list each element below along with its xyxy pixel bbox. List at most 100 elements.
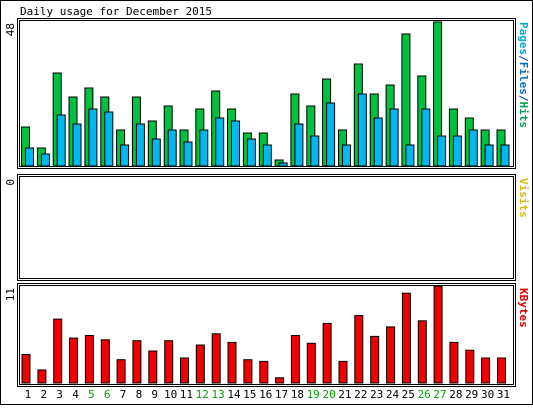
- bar-kbytes-day-31: [497, 357, 506, 384]
- day-label-20: 20: [322, 388, 335, 401]
- bar-kbytes-day-2: [37, 369, 47, 384]
- side-label-segment: Visits: [517, 178, 530, 218]
- bar-kbytes-day-11: [180, 357, 189, 384]
- bar-kbytes-day-23: [370, 335, 380, 384]
- chart-title: Daily usage for December 2015: [20, 5, 212, 18]
- bar-files-day-17: [278, 162, 288, 167]
- bar-files-day-7: [120, 144, 130, 167]
- bar-kbytes-day-6: [100, 339, 110, 384]
- bar-files-day-14: [231, 120, 240, 167]
- bar-files-day-27: [437, 135, 447, 167]
- day-label-26: 26: [418, 388, 431, 401]
- bar-kbytes-day-8: [132, 340, 142, 384]
- panel-visits-frame: [17, 174, 516, 281]
- day-label-1: 1: [25, 388, 32, 401]
- bar-files-day-1: [25, 147, 34, 167]
- kbytes-side-text: KBytes: [517, 288, 530, 328]
- side-label-segment: /: [517, 55, 530, 62]
- bar-kbytes-day-15: [243, 359, 253, 384]
- bar-kbytes-day-18: [290, 335, 300, 384]
- day-label-16: 16: [259, 388, 272, 401]
- bar-kbytes-day-1: [21, 354, 31, 384]
- day-label-5: 5: [88, 388, 95, 401]
- panel-hits-ymax: 48: [4, 23, 17, 36]
- day-label-9: 9: [151, 388, 158, 401]
- bar-kbytes-day-22: [354, 315, 364, 384]
- bar-kbytes-day-27: [433, 285, 443, 384]
- side-label-segment: /: [517, 95, 530, 102]
- bars-kbytes: [21, 285, 506, 384]
- bar-files-day-28: [452, 135, 462, 167]
- bar-files-day-26: [421, 108, 431, 167]
- bar-kbytes-day-4: [69, 337, 78, 384]
- bar-kbytes-day-16: [259, 360, 269, 384]
- bar-kbytes-day-9: [148, 350, 158, 384]
- bar-kbytes-day-7: [116, 359, 126, 384]
- day-label-17: 17: [275, 388, 288, 401]
- day-label-2: 2: [40, 388, 47, 401]
- panel-visits-plot: [19, 176, 514, 279]
- bar-kbytes-day-20: [322, 322, 332, 384]
- side-label-visits: Visits: [517, 178, 530, 218]
- bar-files-day-31: [500, 144, 510, 167]
- day-label-24: 24: [386, 388, 400, 401]
- bar-kbytes-day-13: [211, 333, 221, 384]
- bar-files-day-6: [104, 111, 114, 167]
- day-label-22: 22: [354, 388, 367, 401]
- bar-files-day-23: [373, 117, 383, 167]
- panel-visits: 0 Visits: [4, 174, 530, 281]
- side-label-kbytes: KBytes: [517, 288, 530, 328]
- day-label-12: 12: [196, 388, 209, 401]
- day-label-4: 4: [72, 388, 79, 401]
- side-label-segment: Hits: [517, 102, 530, 129]
- bar-files-day-13: [215, 117, 225, 167]
- bar-kbytes-day-26: [417, 320, 427, 384]
- bar-files-day-30: [484, 144, 494, 167]
- bar-files-day-8: [135, 123, 145, 167]
- panel-visits-ymax: 0: [4, 179, 17, 186]
- day-label-27: 27: [433, 388, 446, 401]
- bar-files-day-9: [151, 138, 161, 167]
- bar-kbytes-day-28: [449, 341, 459, 384]
- bar-kbytes-day-25: [401, 292, 411, 384]
- panel-kbytes: 11 KBytes: [4, 283, 530, 387]
- bar-kbytes-day-30: [481, 357, 491, 384]
- bar-kbytes-day-14: [227, 341, 237, 384]
- bar-files-day-2: [40, 153, 50, 167]
- bar-kbytes-day-24: [386, 326, 396, 384]
- bar-files-day-29: [468, 129, 478, 167]
- day-label-6: 6: [104, 388, 111, 401]
- panel-kbytes-plot: [19, 285, 514, 385]
- bar-files-day-5: [88, 108, 98, 167]
- day-label-25: 25: [402, 388, 415, 401]
- panel-kbytes-ymax: 11: [4, 288, 17, 301]
- bar-files-day-4: [72, 123, 82, 167]
- day-label-30: 30: [481, 388, 494, 401]
- bar-files-day-16: [262, 144, 272, 167]
- day-label-13: 13: [211, 388, 224, 401]
- day-label-28: 28: [449, 388, 462, 401]
- day-label-8: 8: [136, 388, 143, 401]
- side-label-segment: Pages: [517, 22, 530, 55]
- bar-kbytes-day-29: [465, 349, 475, 384]
- bar-kbytes-day-19: [306, 342, 316, 384]
- side-label-pages-files-hits: Pages/Files/Hits: [517, 22, 530, 128]
- side-label-segment: KBytes: [517, 288, 530, 328]
- bar-files-day-15: [246, 138, 256, 167]
- day-label-19: 19: [307, 388, 320, 401]
- bar-kbytes-day-3: [53, 318, 63, 384]
- day-label-11: 11: [180, 388, 193, 401]
- bar-files-day-22: [357, 93, 367, 167]
- bar-files-day-19: [310, 135, 320, 167]
- bar-files-day-12: [199, 129, 209, 167]
- bar-files-day-24: [389, 108, 399, 167]
- day-label-3: 3: [56, 388, 63, 401]
- side-label-segment: Files: [517, 62, 530, 95]
- day-label-31: 31: [497, 388, 510, 401]
- bar-kbytes-day-5: [84, 335, 94, 384]
- day-label-23: 23: [370, 388, 383, 401]
- bar-kbytes-day-17: [275, 377, 285, 384]
- day-label-15: 15: [243, 388, 256, 401]
